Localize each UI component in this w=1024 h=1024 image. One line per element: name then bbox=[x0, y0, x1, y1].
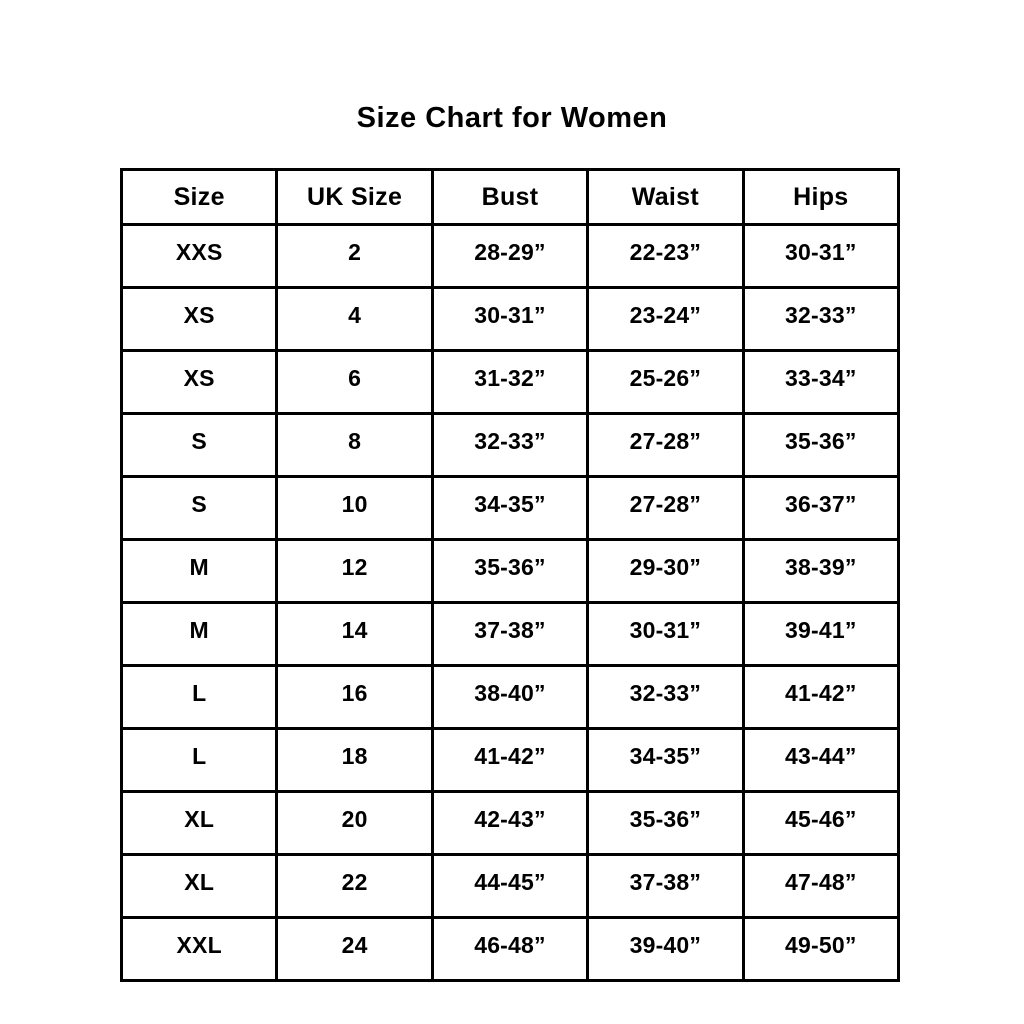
cell-waist: 22-23” bbox=[586, 223, 745, 289]
cell-uk-size: 12 bbox=[275, 538, 434, 604]
cell-uk-size: 10 bbox=[275, 475, 434, 541]
column-header-uk-size: UK Size bbox=[275, 168, 434, 226]
cell-size: XL bbox=[119, 790, 279, 856]
column-header-waist: Waist bbox=[586, 168, 745, 226]
cell-bust: 42-43” bbox=[430, 790, 590, 856]
table-header: Size UK Size Bust Waist Hips bbox=[119, 168, 901, 226]
table-row: L 18 41-42” 34-35” 43-44” bbox=[119, 727, 901, 793]
cell-size: L bbox=[119, 664, 279, 730]
table-row: M 14 37-38” 30-31” 39-41” bbox=[119, 601, 901, 667]
cell-bust: 28-29” bbox=[430, 223, 590, 289]
cell-hips: 38-39” bbox=[741, 538, 901, 604]
cell-hips: 36-37” bbox=[741, 475, 901, 541]
cell-hips: 41-42” bbox=[741, 664, 901, 730]
cell-size: S bbox=[119, 475, 279, 541]
cell-waist: 27-28” bbox=[586, 475, 745, 541]
table-row: XL 22 44-45” 37-38” 47-48” bbox=[119, 853, 901, 919]
cell-bust: 38-40” bbox=[430, 664, 590, 730]
cell-waist: 35-36” bbox=[586, 790, 745, 856]
cell-hips: 33-34” bbox=[741, 349, 901, 415]
cell-waist: 30-31” bbox=[586, 601, 745, 667]
table-row: XS 4 30-31” 23-24” 32-33” bbox=[119, 286, 901, 352]
size-chart-table: Size UK Size Bust Waist Hips XXS 2 28-29… bbox=[119, 168, 901, 982]
cell-uk-size: 22 bbox=[275, 853, 434, 919]
cell-bust: 37-38” bbox=[430, 601, 590, 667]
cell-bust: 46-48” bbox=[430, 916, 590, 982]
cell-hips: 47-48” bbox=[741, 853, 901, 919]
column-header-hips: Hips bbox=[741, 168, 901, 226]
cell-uk-size: 20 bbox=[275, 790, 434, 856]
cell-uk-size: 18 bbox=[275, 727, 434, 793]
cell-hips: 32-33” bbox=[741, 286, 901, 352]
cell-waist: 25-26” bbox=[586, 349, 745, 415]
column-header-size: Size bbox=[119, 168, 279, 226]
table-row: XXL 24 46-48” 39-40” 49-50” bbox=[119, 916, 901, 982]
cell-size: S bbox=[119, 412, 279, 478]
cell-uk-size: 2 bbox=[275, 223, 434, 289]
cell-size: XS bbox=[119, 349, 279, 415]
cell-size: M bbox=[119, 538, 279, 604]
cell-size: M bbox=[119, 601, 279, 667]
cell-hips: 39-41” bbox=[741, 601, 901, 667]
table-row: XXS 2 28-29” 22-23” 30-31” bbox=[119, 223, 901, 289]
cell-size: XL bbox=[119, 853, 279, 919]
cell-waist: 39-40” bbox=[586, 916, 745, 982]
cell-waist: 29-30” bbox=[586, 538, 745, 604]
header-row: Size UK Size Bust Waist Hips bbox=[119, 168, 901, 226]
cell-bust: 32-33” bbox=[430, 412, 590, 478]
cell-uk-size: 24 bbox=[275, 916, 434, 982]
table-row: XS 6 31-32” 25-26” 33-34” bbox=[119, 349, 901, 415]
cell-uk-size: 4 bbox=[275, 286, 434, 352]
cell-uk-size: 14 bbox=[275, 601, 434, 667]
table-row: M 12 35-36” 29-30” 38-39” bbox=[119, 538, 901, 604]
cell-uk-size: 8 bbox=[275, 412, 434, 478]
cell-hips: 30-31” bbox=[741, 223, 901, 289]
cell-bust: 35-36” bbox=[430, 538, 590, 604]
cell-hips: 43-44” bbox=[741, 727, 901, 793]
table-row: L 16 38-40” 32-33” 41-42” bbox=[119, 664, 901, 730]
column-header-bust: Bust bbox=[430, 168, 590, 226]
cell-waist: 32-33” bbox=[586, 664, 745, 730]
cell-hips: 35-36” bbox=[741, 412, 901, 478]
table-row: S 10 34-35” 27-28” 36-37” bbox=[119, 475, 901, 541]
cell-size: XXS bbox=[119, 223, 279, 289]
table-row: XL 20 42-43” 35-36” 45-46” bbox=[119, 790, 901, 856]
page-title: Size Chart for Women bbox=[356, 102, 668, 134]
table-row: S 8 32-33” 27-28” 35-36” bbox=[119, 412, 901, 478]
cell-hips: 45-46” bbox=[741, 790, 901, 856]
cell-waist: 23-24” bbox=[586, 286, 745, 352]
cell-waist: 34-35” bbox=[586, 727, 745, 793]
cell-uk-size: 6 bbox=[275, 349, 434, 415]
cell-size: L bbox=[119, 727, 279, 793]
cell-bust: 34-35” bbox=[430, 475, 590, 541]
cell-bust: 31-32” bbox=[430, 349, 590, 415]
cell-hips: 49-50” bbox=[741, 916, 901, 982]
table-body: XXS 2 28-29” 22-23” 30-31” XS 4 30-31” 2… bbox=[119, 223, 901, 982]
cell-waist: 37-38” bbox=[586, 853, 745, 919]
cell-waist: 27-28” bbox=[586, 412, 745, 478]
cell-size: XS bbox=[119, 286, 279, 352]
cell-size: XXL bbox=[119, 916, 279, 982]
cell-uk-size: 16 bbox=[275, 664, 434, 730]
cell-bust: 30-31” bbox=[430, 286, 590, 352]
cell-bust: 41-42” bbox=[430, 727, 590, 793]
cell-bust: 44-45” bbox=[430, 853, 590, 919]
